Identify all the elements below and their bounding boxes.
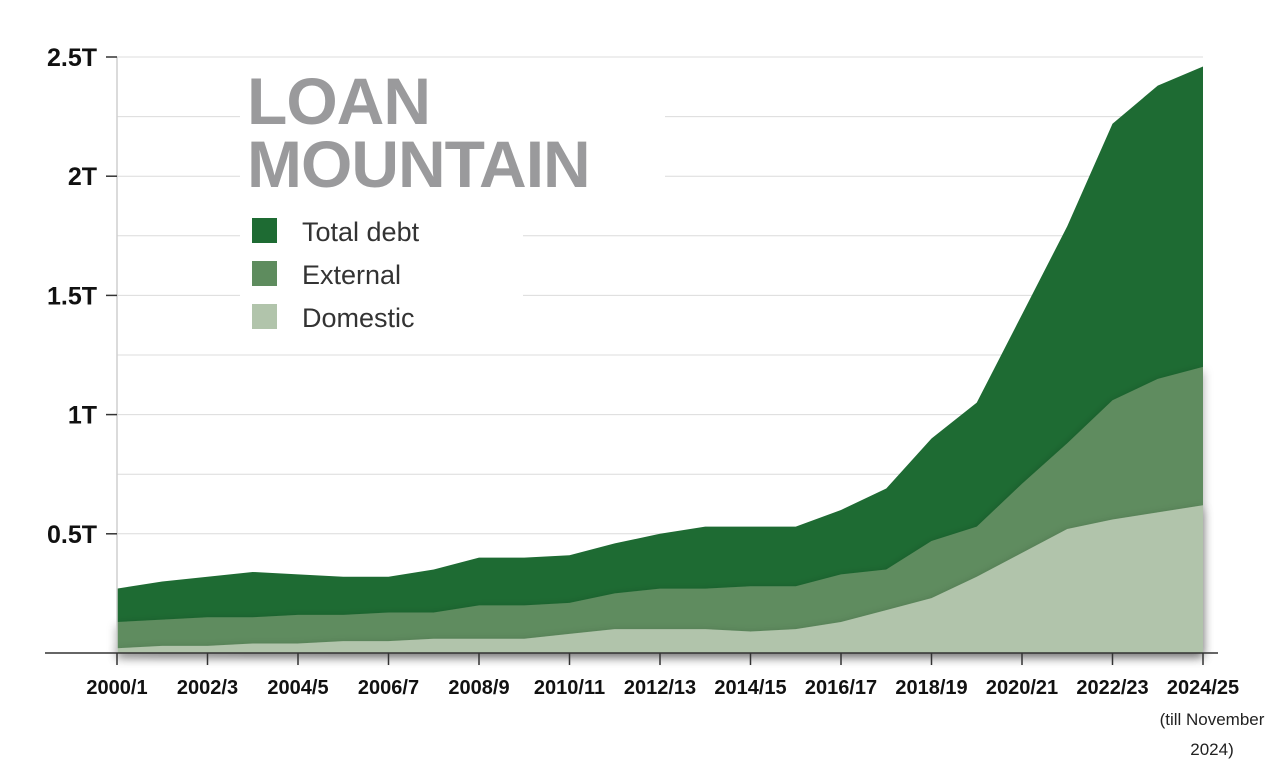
x-tick-label: 2020/21	[986, 677, 1058, 699]
x-tick-label: 2018/19	[895, 677, 967, 699]
area-external	[117, 366, 1203, 653]
title-panel	[240, 65, 665, 195]
chart-title-line: LOAN	[247, 64, 430, 138]
x-tick-label: 2010/11	[534, 677, 605, 699]
x-axis-ticks: 2000/1 2002/3 2004/5 2006/7 2008/9 2010/11 201…	[86, 653, 1265, 759]
y-axis-ticks: 0.5T 1T 1.5T 2T 2.5T	[47, 44, 117, 549]
y-tick-label: 1T	[68, 402, 97, 430]
chart-title-line: MOUNTAIN	[247, 127, 590, 201]
y-tick-label: 0.5T	[47, 521, 97, 549]
x-tick-label: 2024/25	[1167, 677, 1239, 699]
x-tick-label: 2006/7	[358, 677, 419, 699]
x-tick-label: 2016/17	[805, 677, 877, 699]
x-tick-label: 2014/15	[714, 677, 786, 699]
legend-label: Total debt	[302, 217, 420, 247]
legend-panel	[240, 195, 523, 340]
legend-swatch	[252, 218, 277, 243]
area-series	[117, 66, 1203, 653]
y-tick-label: 2.5T	[47, 44, 97, 72]
y-tick-label: 2T	[68, 163, 97, 191]
area-domestic	[117, 505, 1203, 653]
legend-label: Domestic	[302, 303, 415, 333]
area-total-debt	[117, 66, 1203, 653]
y-tick-label: 1.5T	[47, 282, 97, 310]
legend-swatch	[252, 261, 277, 286]
x-tick-label: 2022/23	[1076, 677, 1148, 699]
legend: Total debt External Domestic	[240, 195, 523, 340]
legend-label: External	[302, 260, 401, 290]
x-tick-label: 2012/13	[624, 677, 696, 699]
x-tick-label: 2000/1	[86, 677, 147, 699]
x-tick-note: (till November	[1160, 710, 1265, 729]
x-tick-label: 2008/9	[448, 677, 509, 699]
legend-swatch	[252, 304, 277, 329]
x-tick-label: 2004/5	[267, 677, 328, 699]
x-tick-label: 2002/3	[177, 677, 238, 699]
x-tick-note: 2024)	[1190, 740, 1233, 759]
